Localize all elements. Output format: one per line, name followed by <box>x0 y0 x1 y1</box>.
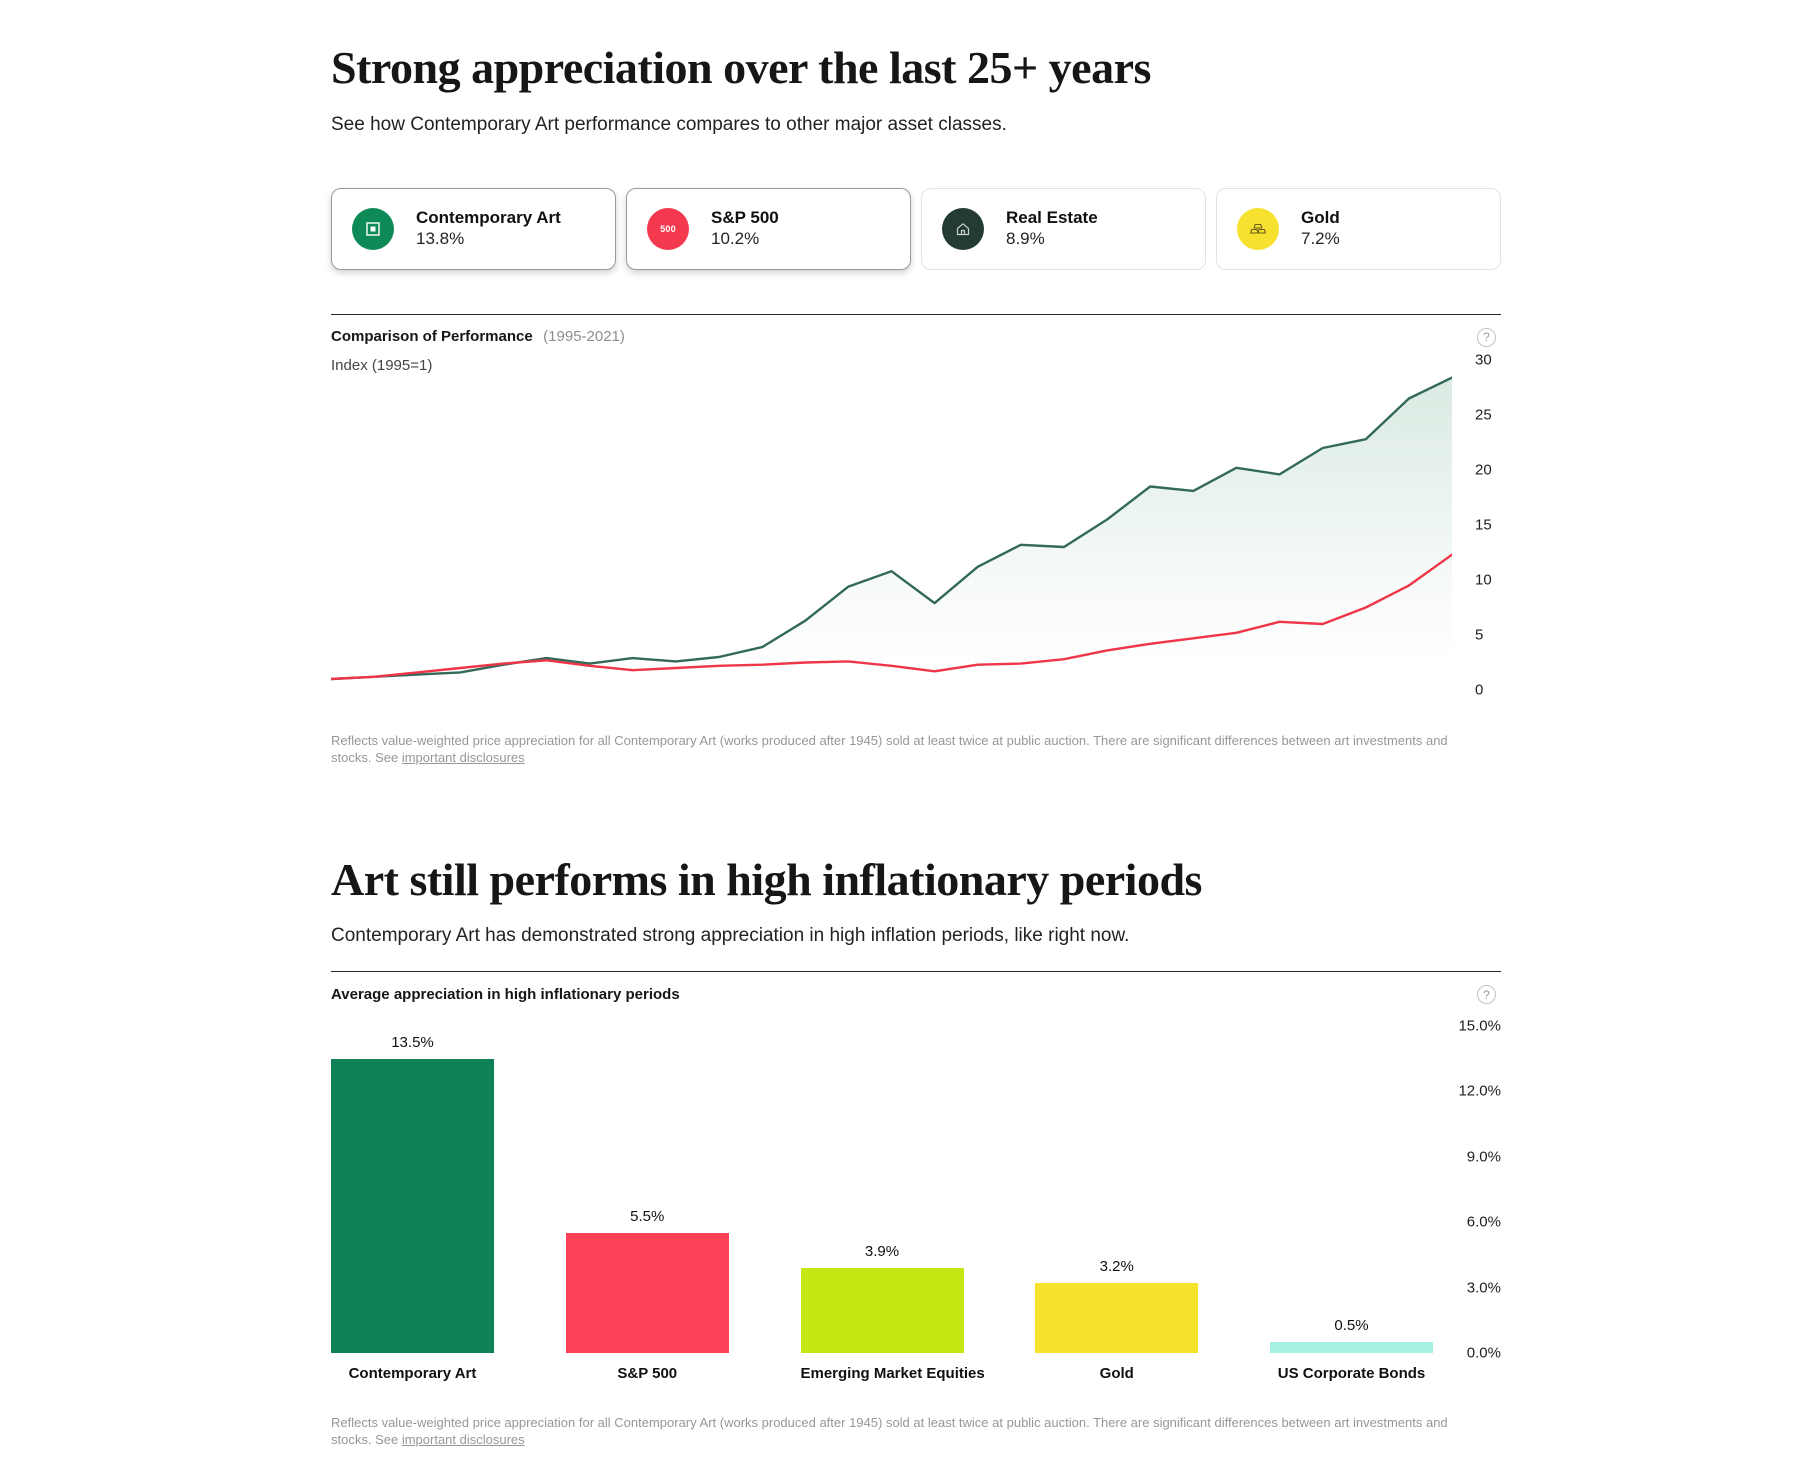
help-glyph: ? <box>1483 987 1490 1002</box>
disclosure-text: Reflects value-weighted price appreciati… <box>331 1414 1461 1448</box>
page-title: Strong appreciation over the last 25+ ye… <box>331 42 1151 93</box>
disclosure-body: Reflects value-weighted price appreciati… <box>331 732 1448 765</box>
bar-chart: 13.5% 5.5% 3.9% 3.2% 0.5% 15.0% 12.0% 9.0% 6.0%… <box>331 1018 1501 1362</box>
bar-chart-yticks: 15.0% 12.0% 9.0% 6.0% 3.0% 0.0% <box>1433 1018 1501 1362</box>
y-tick-label: 15.0% <box>1458 1017 1501 1035</box>
bar-plot-area: 13.5% 5.5% 3.9% 3.2% 0.5% <box>331 1026 1433 1354</box>
bar-value-label: 5.5% <box>630 1208 665 1226</box>
bar-category-label: Emerging Market Equities <box>800 1365 985 1383</box>
chart-header: Comparison of Performance (1995-2021) ? <box>331 315 1501 347</box>
bar-value-label: 0.5% <box>1334 1317 1369 1335</box>
asset-card-gold[interactable]: Gold 7.2% <box>1216 187 1501 270</box>
bar-value-label: 3.9% <box>864 1243 900 1261</box>
bar-category-labels: Contemporary Art S&P 500 Emerging Market E… <box>331 1365 1433 1382</box>
bar <box>1035 1283 1199 1354</box>
y-tick-label: 0.0% <box>1466 1344 1501 1362</box>
important-disclosures-link[interactable]: important disclosures <box>401 1432 525 1448</box>
performance-subtitle: See how Contemporary Art performance com… <box>331 113 1007 135</box>
bar-chart-header: Average appreciation in high inflationar… <box>331 972 1501 1005</box>
line-chart-yticks: 0 5 10 15 20 25 30 <box>1452 351 1501 700</box>
bar-slot: 3.2% <box>1035 1258 1199 1354</box>
sp500-line <box>331 553 1452 680</box>
bar-value-label: 13.5% <box>391 1034 434 1052</box>
page-content: Strong appreciation over the last 25+ ye… <box>331 0 1501 1448</box>
bar-category-label: Contemporary Art <box>348 1365 477 1383</box>
bar <box>565 1233 729 1354</box>
y-tick-label: 30 <box>1475 351 1492 369</box>
bar-slot: 5.5% <box>565 1208 729 1354</box>
asset-card-sp500[interactable]: 500 S&P 500 10.2% <box>626 187 911 270</box>
bar-value-label: 3.2% <box>1099 1258 1134 1276</box>
bar-category-label: US Corporate Bonds <box>1277 1365 1426 1383</box>
bar <box>800 1268 964 1354</box>
card-label: Contemporary Art <box>416 208 561 228</box>
inflation-section-title: Art still performs in high inflationary … <box>331 853 1202 905</box>
bar-slot: 13.5% <box>331 1034 494 1354</box>
bar-slot: 0.5% <box>1270 1317 1433 1354</box>
card-label: Real Estate <box>1006 208 1098 228</box>
y-tick-label: 6.0% <box>1466 1213 1501 1231</box>
asset-card-row: Contemporary Art 13.8% 500 S&P 500 10.2%… <box>331 187 1501 270</box>
y-tick-label: 3.0% <box>1466 1279 1501 1297</box>
y-tick-label: 10 <box>1475 571 1492 589</box>
sp500-badge-icon: 500 <box>647 207 689 250</box>
bar-slot: 3.9% <box>800 1243 964 1354</box>
y-tick-label: 15 <box>1475 516 1492 534</box>
help-icon[interactable]: ? <box>1477 327 1496 347</box>
bar-category-label: Gold <box>1099 1365 1134 1383</box>
inflation-chart-panel: Average appreciation in high inflationar… <box>331 971 1501 1448</box>
help-icon[interactable]: ? <box>1477 985 1496 1005</box>
performance-chart-panel: Comparison of Performance (1995-2021) ? … <box>331 313 1501 766</box>
sp500-badge-text: 500 <box>660 223 676 234</box>
chart-title: Comparison of Performance <box>331 328 533 346</box>
y-tick-label: 9.0% <box>1466 1148 1501 1166</box>
y-tick-label: 20 <box>1475 461 1492 479</box>
disclosure-body: Reflects value-weighted price appreciati… <box>331 1415 1448 1448</box>
line-chart: 0 5 10 15 20 25 30 <box>331 351 1501 700</box>
disclosure-text: Reflects value-weighted price appreciati… <box>331 732 1461 766</box>
gold-bars-icon <box>1237 207 1279 250</box>
y-tick-label: 12.0% <box>1458 1082 1501 1100</box>
contemporary-art-area-fill <box>331 377 1452 690</box>
bar-category-label: S&P 500 <box>617 1365 678 1383</box>
house-icon <box>942 207 984 250</box>
asset-card-contemporary-art[interactable]: Contemporary Art 13.8% <box>331 187 616 270</box>
inflation-subtitle: Contemporary Art has demonstrated strong… <box>331 925 1130 947</box>
axis-note: Index (1995=1) <box>331 356 433 374</box>
card-label: Gold <box>1301 208 1340 228</box>
y-tick-label: 25 <box>1475 406 1492 424</box>
card-value: 8.9% <box>1006 228 1045 248</box>
bar <box>331 1059 494 1354</box>
bar-chart-title: Average appreciation in high inflationar… <box>331 985 680 1003</box>
chart-range: (1995-2021) <box>543 328 625 346</box>
asset-card-real-estate[interactable]: Real Estate 8.9% <box>921 187 1206 270</box>
important-disclosures-link[interactable]: important disclosures <box>401 749 525 765</box>
y-tick-label: 0 <box>1475 681 1484 699</box>
art-frame-icon <box>352 207 394 250</box>
card-value: 7.2% <box>1301 228 1340 248</box>
card-value: 13.8% <box>416 228 465 248</box>
help-glyph: ? <box>1483 330 1490 345</box>
y-tick-label: 5 <box>1475 626 1484 644</box>
card-value: 10.2% <box>711 228 760 248</box>
bar <box>1270 1342 1433 1354</box>
card-label: S&P 500 <box>711 208 779 228</box>
line-chart-svg <box>331 375 1452 690</box>
